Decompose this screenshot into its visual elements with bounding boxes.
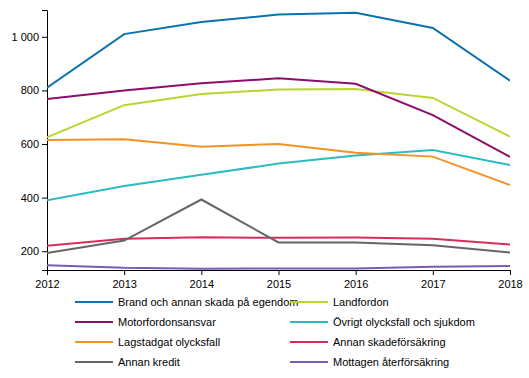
legend-label: Landfordon (333, 296, 389, 308)
x-tick: 2017 (421, 270, 445, 290)
legend-label: Annan skadeförsäkring (333, 336, 446, 348)
legend-label: Mottagen återförsäkring (333, 356, 449, 368)
y-tick-label: 1 000 (11, 31, 39, 43)
x-tick-mark (510, 270, 511, 275)
plot: 2012 2013 2014 2015 2016 2017 2018 200 400 600 800… (11, 11, 522, 290)
x-tick: 2014 (190, 270, 214, 290)
legend-swatch (290, 301, 328, 303)
series-line (47, 139, 510, 185)
y-tick: 1 000 (11, 31, 47, 43)
y-tick: 600 (21, 138, 47, 150)
y-tick-mark (42, 37, 47, 38)
legend: Brand och annan skada på egendom Landford… (75, 296, 475, 368)
x-tick-label: 2018 (498, 278, 522, 290)
chart: 2012 2013 2014 2015 2016 2017 2018 200 400 600 800… (0, 0, 529, 378)
y-axis: 200 400 600 800 1 000 (11, 11, 47, 271)
x-tick-mark (201, 270, 202, 275)
y-tick: 800 (21, 84, 47, 96)
y-axis-line (42, 11, 48, 271)
y-tick-mark (42, 90, 47, 91)
series-line (47, 89, 510, 137)
y-tick: 400 (21, 192, 47, 204)
y-tick-label: 400 (21, 192, 39, 204)
x-tick-label: 2013 (112, 278, 136, 290)
x-tick-mark (356, 270, 357, 275)
legend-label: Brand och annan skada på egendom (118, 296, 298, 308)
x-tick: 2015 (267, 270, 291, 290)
x-axis-line (48, 271, 511, 276)
legend-swatch (290, 361, 328, 363)
x-tick-mark (279, 270, 280, 275)
x-tick: 2012 (35, 270, 59, 290)
x-tick-label: 2016 (344, 278, 368, 290)
legend-label: Lagstadgat olycksfall (118, 336, 220, 348)
series-line (47, 13, 510, 88)
y-tick-mark (42, 251, 47, 252)
x-tick: 2013 (112, 270, 136, 290)
series-line (47, 78, 510, 157)
y-tick-mark (42, 198, 47, 199)
legend-swatch (290, 321, 328, 323)
legend-label: Övrigt olycksfall och sjukdom (333, 316, 475, 328)
x-tick-mark (433, 270, 434, 275)
x-tick-mark (124, 270, 125, 275)
series-line (47, 150, 510, 200)
legend-label: Motorfordonsansvar (118, 316, 216, 328)
x-tick-label: 2012 (35, 278, 59, 290)
x-tick-label: 2014 (190, 278, 214, 290)
legend-swatch (75, 301, 113, 303)
legend-swatch (75, 341, 113, 343)
legend-swatch (75, 361, 113, 363)
x-axis: 2012 2013 2014 2015 2016 2017 2018 (35, 270, 522, 290)
legend-swatch (75, 321, 113, 323)
x-tick: 2018 (498, 270, 522, 290)
x-tick-label: 2015 (267, 278, 291, 290)
series-line (47, 200, 510, 254)
y-tick-label: 600 (21, 138, 39, 150)
y-tick-label: 200 (21, 245, 39, 257)
x-tick: 2016 (344, 270, 368, 290)
legend-swatch (290, 341, 328, 343)
y-tick-label: 800 (21, 84, 39, 96)
x-tick-label: 2017 (421, 278, 445, 290)
lines (47, 13, 510, 269)
y-tick-mark (42, 144, 47, 145)
legend-label: Annan kredit (118, 356, 180, 368)
series-line (47, 265, 510, 268)
y-tick: 200 (21, 245, 47, 257)
